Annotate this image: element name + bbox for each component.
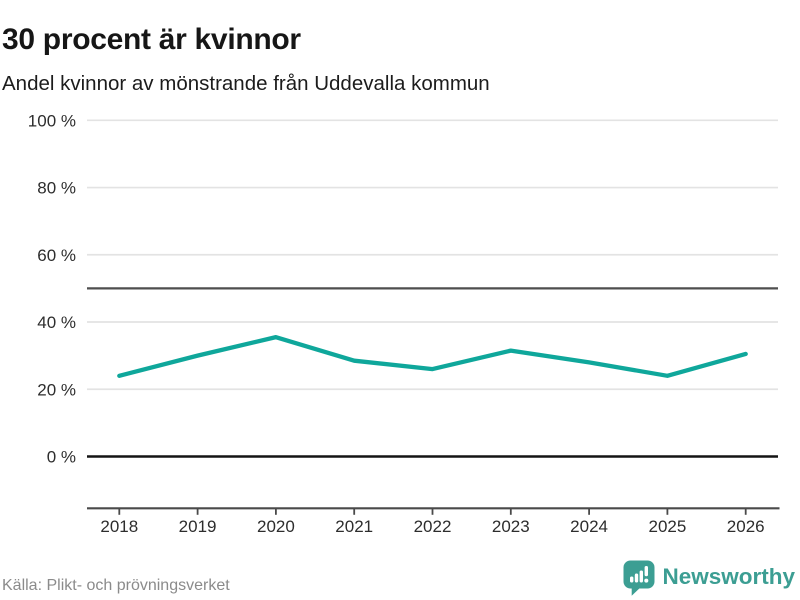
y-tick-label: 0 % xyxy=(47,448,76,467)
bar-chart-speech-bubble-icon xyxy=(623,560,655,596)
newsworthy-wordmark: Newsworthy xyxy=(662,564,795,589)
source-caption: Källa: Plikt- och prövningsverket xyxy=(2,577,230,594)
y-tick-label: 40 % xyxy=(37,313,76,332)
x-tick-label: 2026 xyxy=(727,517,765,536)
page-title: 30 procent är kvinnor xyxy=(2,23,301,57)
y-tick-label: 60 % xyxy=(37,246,76,265)
chart-subtitle: Andel kvinnor av mönstrande från Uddeval… xyxy=(2,72,490,95)
x-tick-label: 2023 xyxy=(492,517,530,536)
data-line-andel-kvinnor xyxy=(117,334,748,378)
x-tick-label: 2024 xyxy=(570,517,608,536)
x-tick-label: 2025 xyxy=(648,517,686,536)
x-tick-label: 2019 xyxy=(179,517,217,536)
x-tick-label: 2022 xyxy=(414,517,452,536)
y-tick-label: 100 % xyxy=(28,111,76,130)
y-tick-label: 20 % xyxy=(37,380,76,399)
y-tick-label: 80 % xyxy=(37,179,76,198)
newsworthy-brand: Newsworthy xyxy=(623,560,795,596)
x-tick-label: 2021 xyxy=(335,517,373,536)
line-chart-svg: 0 % 20 % 40 % 60 % 80 % 100 % 2018 2019 2020 2021… xyxy=(28,111,780,536)
x-tick-label: 2018 xyxy=(100,517,138,536)
x-tick-label: 2020 xyxy=(257,517,295,536)
